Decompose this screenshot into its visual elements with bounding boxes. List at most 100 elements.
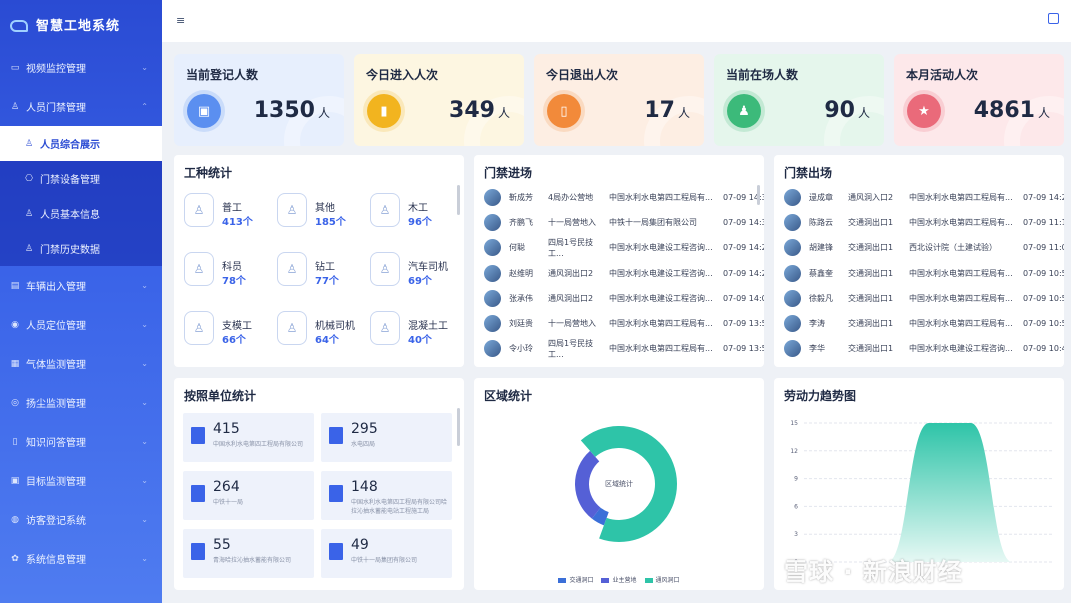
trend-area[interactable]: [804, 423, 1054, 562]
donut-slice[interactable]: [591, 507, 609, 526]
worker-type-count: 78个: [222, 276, 246, 287]
unit-card[interactable]: 49 中铁十一局集团有限公司: [321, 529, 452, 578]
unit-card[interactable]: 295 水电四局: [321, 413, 452, 462]
donut-slice[interactable]: [575, 450, 601, 519]
table-row[interactable]: 令小玲 四局1号民技工... 中国水利水电第四工程局有... 07-09 13:56: [484, 336, 764, 361]
table-row[interactable]: 赵维明 通风洞出口2 中国水利水电建设工程咨询... 07-09 14:22: [484, 261, 764, 286]
worker-type-name: 木工: [408, 203, 428, 214]
sidebar-item-vehicle[interactable]: ▤ 车辆出入管理 ⌄: [0, 266, 162, 305]
table-row[interactable]: 胡建锋 交通洞出口1 西北设计院（土建试验） 07-09 11:06: [784, 235, 1064, 260]
sidebar-item-label: 门禁设备管理: [40, 175, 100, 186]
gate-name: 通风洞出口2: [548, 268, 594, 278]
sidebar-item-label: 人员门禁管理: [26, 103, 86, 114]
person-name: 靳成芳: [509, 193, 533, 202]
sidebar-item-history[interactable]: ♙ 门禁历史数据: [0, 231, 162, 266]
building-icon: [329, 427, 343, 444]
table-row[interactable]: 徐毅凡 交通洞出口1 中国水利水电第四工程局有... 07-09 10:50: [784, 286, 1064, 311]
unit-name: 中国水利水电第四工程局有...: [609, 344, 713, 354]
worker-type-name: 汽车司机: [408, 262, 448, 273]
person-name: 刘廷贵: [509, 319, 533, 328]
unit-card[interactable]: 148 中国水利水电第四工程局有限公司哈拉沁抽水蓄能电站工程施工局: [321, 471, 452, 520]
person-name: 齐鹏飞: [509, 218, 533, 228]
unit-card[interactable]: 415 中国水利水电第四工程局有限公司: [183, 413, 314, 462]
logout-icon[interactable]: [1048, 13, 1059, 24]
worker-type-count: 64个: [315, 335, 339, 346]
worker-type-name: 机械司机: [315, 321, 355, 332]
table-row[interactable]: 陈路云 交通洞出口1 中国水利水电第四工程局有... 07-09 11:19: [784, 210, 1064, 235]
region-panel: 区域统计 区域统计 交通洞口 业主营地 通风洞口: [474, 378, 764, 590]
table-row[interactable]: 何聪 四局1号民技工... 中国水利水电建设工程咨询... 07-09 14:25: [484, 235, 764, 260]
legend-label: 交通洞口: [569, 577, 594, 584]
table-row[interactable]: 蔡鑫奎 交通洞出口1 中国水利水电第四工程局有... 07-09 10:50: [784, 261, 1064, 286]
stat-unit: 人: [857, 106, 870, 120]
sidebar-item-label: 门禁历史数据: [40, 245, 100, 256]
sidebar: 智慧工地系统 ▭ 视频监控管理 ⌄ ♙ 人员门禁管理 ⌃ ♙ 人员综合展示 ⎔ 门禁设备管理…: [0, 0, 162, 603]
menu-toggle-icon[interactable]: ≡: [176, 14, 186, 27]
person-name: 陈路云: [809, 218, 833, 228]
brand[interactable]: 智慧工地系统: [0, 0, 162, 48]
sidebar-item-target[interactable]: ▣ 目标监测管理 ⌄: [0, 461, 162, 500]
sidebar-item-label: 知识问答管理: [26, 438, 86, 449]
scrollbar[interactable]: [457, 185, 460, 215]
table-row[interactable]: 齐鹏飞 十一局营地入 中铁十一局集团有限公司 07-09 14:31: [484, 210, 764, 235]
chevron-down-icon: ⌄: [141, 554, 148, 563]
sidebar-item-devices[interactable]: ⎔ 门禁设备管理: [0, 161, 162, 196]
chevron-down-icon: ⌄: [141, 398, 148, 407]
building-icon: [329, 543, 343, 560]
sidebar-item-overview[interactable]: ♙ 人员综合展示: [0, 126, 162, 161]
table-row[interactable]: 逯成章 通风洞入口2 中国水利水电第四工程局有... 07-09 14:26: [784, 185, 1064, 210]
table-row[interactable]: 靳成芳 4局办公营地 中国水利水电第四工程局有... 07-09 14:35: [484, 185, 764, 210]
sidebar-item-qa[interactable]: ▯ 知识问答管理 ⌄: [0, 422, 162, 461]
unit-name: 中铁十一局: [213, 499, 244, 506]
legend-item[interactable]: 交通洞口: [558, 575, 593, 584]
gate-name: 四局1号民技工...: [548, 237, 594, 258]
timestamp: 07-09 10:50: [1023, 268, 1064, 278]
gas-icon: ▦: [10, 358, 20, 369]
stat-value: 4861 人: [974, 98, 1050, 123]
table-row[interactable]: 刘廷贵 十一局营地入 中国水利水电第四工程局有... 07-09 13:58: [484, 311, 764, 336]
donut-slice[interactable]: [580, 426, 677, 542]
unit-card[interactable]: 264 中铁十一局: [183, 471, 314, 520]
gate-name: 交通洞出口1: [848, 268, 894, 278]
gate-name: 四局1号民技工...: [548, 338, 594, 359]
unit-count: 264: [213, 479, 240, 495]
sidebar-item-location[interactable]: ◉ 人员定位管理 ⌄: [0, 305, 162, 344]
scrollbar[interactable]: [457, 408, 460, 446]
person-icon: ♙: [10, 101, 20, 112]
unit-card[interactable]: 55 青海哈拉沁抽水蓄能有限公司: [183, 529, 314, 578]
worker-type-count: 40个: [408, 335, 432, 346]
legend-item[interactable]: 业主营地: [601, 575, 637, 584]
worker-type-item: ♙ 普工 413个: [184, 189, 274, 239]
table-row[interactable]: 张承伟 通风洞出口2 中国水利水电建设工程咨询... 07-09 14:09: [484, 286, 764, 311]
stat-card-monthly: 本月活动人次 ★ 4861 人: [894, 54, 1064, 146]
legend-item[interactable]: 通风洞口: [644, 575, 680, 584]
sidebar-item-visitor[interactable]: ◍ 访客登记系统 ⌄: [0, 500, 162, 539]
y-tick-label: 3: [794, 531, 798, 538]
unit-name: 中铁十一局集团有限公司: [609, 218, 697, 228]
sidebar-item-info[interactable]: ♙ 人员基本信息: [0, 196, 162, 231]
unit-name: 中国水利水电建设工程咨询...: [609, 243, 713, 253]
table-row[interactable]: 李涛 交通洞出口1 中国水利水电第四工程局有... 07-09 10:50: [784, 311, 1064, 336]
table-row[interactable]: 李华 交通洞出口1 中国水利水电建设工程咨询... 07-09 10:40: [784, 336, 1064, 361]
unit-count: 295: [351, 421, 378, 437]
chevron-down-icon: ⌄: [141, 515, 148, 524]
scrollbar[interactable]: [757, 185, 760, 205]
sidebar-item-dust[interactable]: ◎ 扬尘监测管理 ⌄: [0, 383, 162, 422]
person-icon: ♙: [24, 138, 34, 149]
worker-type-name: 支模工: [222, 321, 252, 332]
sidebar-item-gas[interactable]: ▦ 气体监测管理 ⌄: [0, 344, 162, 383]
sidebar-item-access[interactable]: ♙ 人员门禁管理 ⌃: [0, 87, 162, 126]
sidebar-item-system[interactable]: ✿ 系统信息管理 ⌄: [0, 539, 162, 578]
stat-unit: 人: [497, 106, 510, 120]
sidebar-item-video[interactable]: ▭ 视频监控管理 ⌄: [0, 48, 162, 87]
y-tick-label: 9: [794, 476, 798, 483]
gate-name: 十一局营地入: [548, 218, 596, 228]
worker-type-count: 66个: [222, 335, 246, 346]
sidebar-item-label: 人员综合展示: [40, 140, 100, 151]
building-icon: [191, 485, 205, 502]
sidebar-submenu: ♙ 人员综合展示 ⎔ 门禁设备管理 ♙ 人员基本信息 ♙ 门禁历史数据: [0, 126, 162, 266]
person-icon: ♙: [24, 243, 34, 254]
gate-name: 通风洞入口2: [848, 193, 894, 202]
y-tick-label: 0: [794, 559, 798, 566]
